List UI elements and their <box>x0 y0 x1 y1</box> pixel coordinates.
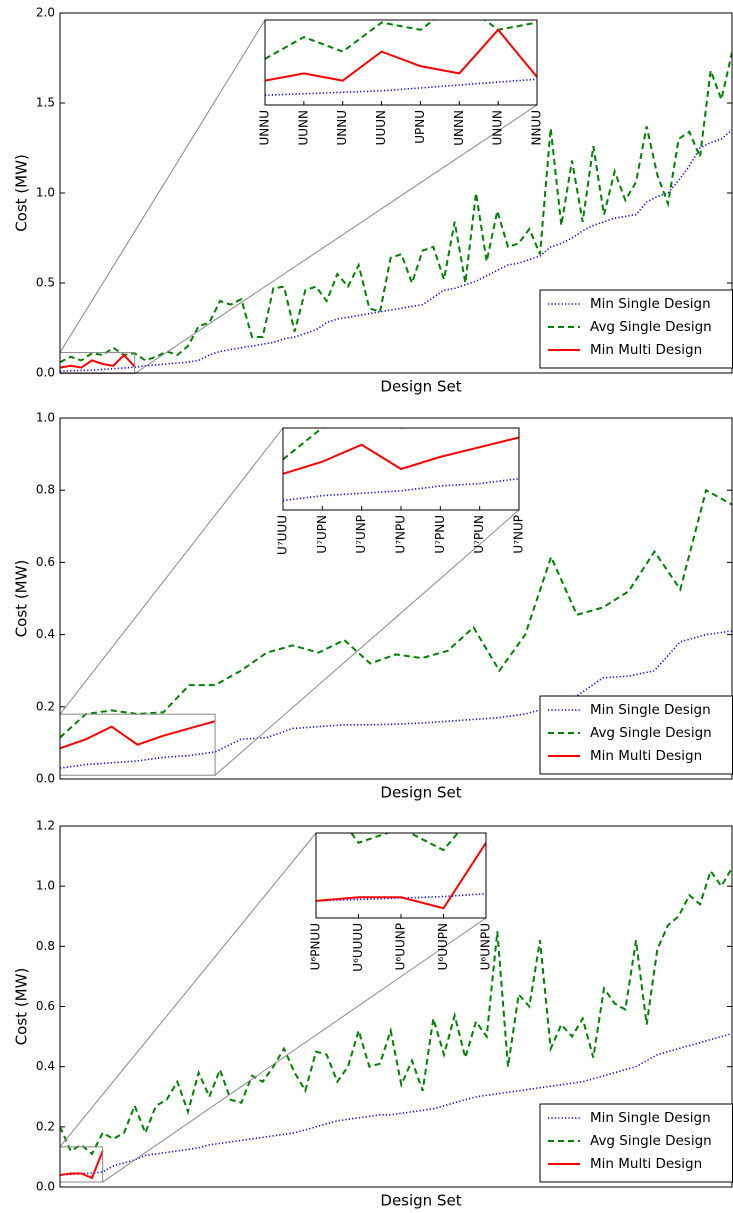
y-tick-label: 1.0 <box>36 411 55 425</box>
plot-area <box>60 488 732 769</box>
series-line <box>60 52 732 364</box>
inset-tick-label: NNUU <box>530 110 544 146</box>
inset-tick-label: U⁶UNPU <box>479 923 493 970</box>
inset: U⁷UUU U⁷UPN U⁷UNP U⁷NPU U⁷PNU U⁷PUN U⁷NUP <box>276 427 526 555</box>
inset-tick-label: U⁷NPU <box>394 515 408 554</box>
inset-tick-label: U⁶UUUU <box>351 923 365 972</box>
inset-tick-label: UNNU <box>258 110 272 146</box>
series-line <box>60 630 732 769</box>
legend: Min Single Design Avg Single Design Min Mu… <box>539 1103 733 1183</box>
inset-line <box>283 477 519 502</box>
inset-plot <box>283 428 519 502</box>
inset-tick-label: U⁷UUU <box>276 515 290 555</box>
connector <box>59 427 284 715</box>
plot-area <box>60 867 732 1180</box>
inset-background <box>316 833 486 918</box>
x-axis-label: Design Set <box>380 378 461 396</box>
y-tick-label: 1.0 <box>36 186 55 200</box>
connector <box>214 509 520 776</box>
connector <box>102 917 487 1183</box>
inset-tick-label: U⁶PNUU <box>309 923 323 970</box>
y-tick-label: 0.8 <box>36 483 55 497</box>
y-tick-label: 1.5 <box>36 96 55 110</box>
legend-label: Avg Single Design <box>590 319 712 335</box>
panel: 0.0 0.5 1.0 1.5 2.0 Cost (MW) Design Set UNNU UU… <box>13 6 733 396</box>
y-tick-label: 2.0 <box>36 6 55 20</box>
y-axis-label: Cost (MW) <box>13 560 31 638</box>
legend-box <box>539 695 733 775</box>
x-axis-label: Design Set <box>380 1192 461 1210</box>
y-tick-label: 0.8 <box>36 939 55 953</box>
y-tick-label: 0.0 <box>36 366 55 380</box>
inset-tick-label: U⁷UNP <box>354 515 368 554</box>
plot-area <box>60 52 732 372</box>
inset-tick-label: UNNN <box>452 110 466 146</box>
legend-label: Avg Single Design <box>590 1133 712 1149</box>
legend-label: Min Multi Design <box>590 1156 702 1172</box>
inset-tick-label: UUUN <box>374 110 388 145</box>
inset-tick-label: U⁷PNU <box>433 515 447 554</box>
x-axis-label: Design Set <box>380 784 461 802</box>
connector <box>59 19 266 353</box>
inset-line <box>265 78 537 96</box>
legend-label: Avg Single Design <box>590 725 712 741</box>
inset-tick-label: U⁷PUN <box>472 515 486 554</box>
y-tick-label: 0.6 <box>36 555 55 569</box>
legend-label: Min Single Design <box>590 702 711 718</box>
y-tick-label: 0.2 <box>36 699 55 713</box>
inset-line <box>283 436 519 475</box>
inset-plot <box>316 833 486 910</box>
connector <box>59 832 317 1148</box>
panel: 0.0 0.2 0.4 0.6 0.8 1.0 Cost (MW) Design Set U⁷U… <box>13 411 733 802</box>
inset-plot <box>265 20 537 96</box>
frame <box>59 12 733 374</box>
inset-tick-label: U⁶UUNP <box>394 923 408 970</box>
connector <box>134 104 538 375</box>
y-tick-label: 0.2 <box>36 1119 55 1133</box>
inset-tick-label: UUNN <box>296 110 310 146</box>
y-tick-label: 1.0 <box>36 879 55 893</box>
inset-line <box>265 20 537 60</box>
inset-line <box>265 28 537 82</box>
series-line <box>60 1150 104 1180</box>
legend: Min Single Design Avg Single Design Min Mu… <box>539 695 733 775</box>
inset-tick-label: UPNU <box>413 110 427 144</box>
legend: Min Single Design Avg Single Design Min Mu… <box>539 289 733 369</box>
y-axis-label: Cost (MW) <box>13 968 31 1046</box>
frame <box>59 825 733 1188</box>
y-tick-label: 0.0 <box>36 1180 55 1194</box>
inset-frame <box>264 19 538 106</box>
inset-tick-label: UNNU <box>335 110 349 146</box>
y-tick-label: 0.4 <box>36 627 55 641</box>
series-line <box>60 720 216 750</box>
inset-line <box>316 842 486 910</box>
legend-box <box>539 289 733 369</box>
panel: 0.0 0.2 0.4 0.6 0.8 1.0 1.2 Cost (MW) Design Set… <box>13 819 733 1210</box>
series-line <box>60 488 732 739</box>
inset-tick-label: U⁶UUPN <box>436 923 450 970</box>
series-line <box>60 353 136 369</box>
y-tick-label: 0.5 <box>36 276 55 290</box>
y-tick-label: 0.6 <box>36 999 55 1013</box>
inset-tick-label: U⁷NUP <box>512 515 526 554</box>
series-line <box>60 1032 732 1176</box>
inset: UNNU UUNN UNNU UUUN UPNU UNNN UNUN NNUU <box>258 19 544 146</box>
series-line <box>60 867 732 1156</box>
frame <box>59 417 733 780</box>
legend-label: Min Single Design <box>590 1110 711 1126</box>
inset-background <box>265 20 537 105</box>
legend-label: Min Multi Design <box>590 342 702 358</box>
legend-label: Min Multi Design <box>590 748 702 764</box>
series-line <box>60 129 732 372</box>
y-tick-label: 1.2 <box>36 819 55 833</box>
y-tick-label: 0.0 <box>36 772 55 786</box>
y-axis-label: Cost (MW) <box>13 154 31 232</box>
inset-tick-label: U⁷UPN <box>315 515 329 554</box>
inset-tick-label: UNUN <box>491 110 505 146</box>
legend-label: Min Single Design <box>590 296 711 312</box>
inset: U⁶PNUU U⁶UUUU U⁶UUNP U⁶UUPN U⁶UNPU <box>309 832 493 972</box>
y-tick-label: 0.4 <box>36 1059 55 1073</box>
legend-box <box>539 1103 733 1183</box>
